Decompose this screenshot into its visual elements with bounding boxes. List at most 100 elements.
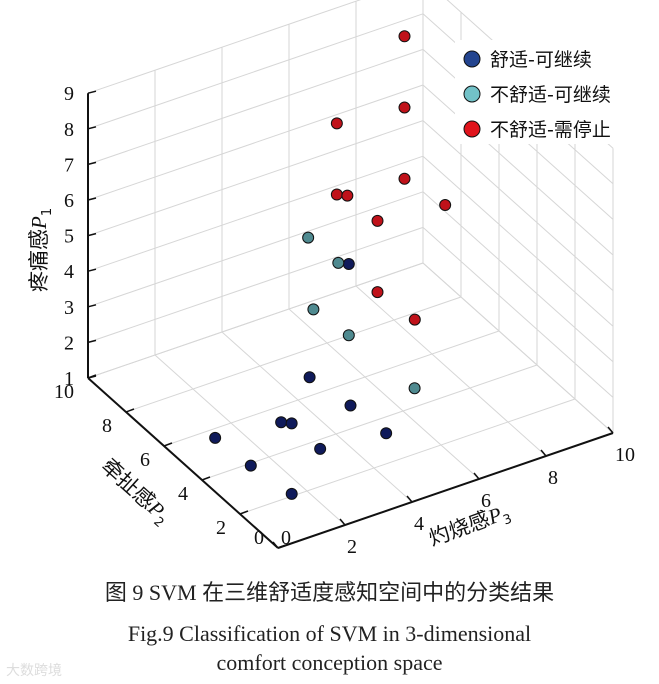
legend-marker — [463, 120, 481, 138]
floor-gridline-p3 — [154, 354, 346, 526]
data-point-series-2 — [302, 231, 315, 244]
p2-tick-label: 2 — [216, 517, 226, 539]
p3-tick-label: 6 — [481, 490, 491, 512]
p1-tick-mark — [87, 268, 97, 272]
data-point-series-2 — [342, 329, 355, 342]
p3-tick-mark — [540, 449, 547, 457]
p1-tick-label: 6 — [64, 190, 74, 212]
floor-gridline-p2 — [163, 330, 500, 447]
p3-tick-label: 10 — [615, 444, 635, 466]
caption-en-line1: Fig.9 Classification of SVM in 3-dimensi… — [127, 621, 532, 646]
tick-labels: 1 2 3 4 5 6 7 8 9 0 2 4 6 8 10 0 2 4 6 8 10 — [54, 83, 635, 558]
wall-gridline-p1 — [87, 120, 424, 237]
p1-tick-mark — [87, 126, 97, 130]
legend-label: 不舒适-可继续 — [490, 84, 611, 106]
p1-tick-label: 7 — [64, 154, 74, 176]
data-point-series-1 — [209, 431, 222, 444]
legend-marker — [463, 50, 481, 68]
caption-en-line2: comfort conception space — [216, 650, 443, 675]
p1-tick-mark — [87, 232, 97, 237]
data-point-series-1 — [303, 371, 316, 384]
p1-tick-mark — [87, 339, 97, 344]
axes — [87, 90, 614, 549]
legend-label: 舒适-可继续 — [490, 49, 592, 71]
wall-gridline-p1 — [87, 48, 424, 165]
wall-gridline-p1 — [87, 191, 424, 308]
data-point-series-1 — [244, 459, 257, 472]
p1-tick-label: 5 — [64, 226, 74, 248]
p3-tick-label: 2 — [347, 536, 357, 558]
data-point-series-3 — [398, 172, 411, 185]
legend-background — [455, 40, 659, 144]
wall-gridline-p1 — [87, 226, 424, 343]
p1-tick-label: 9 — [64, 83, 74, 105]
p1-tick-label: 2 — [64, 332, 74, 354]
floor-gridline-p3 — [221, 331, 413, 503]
p3-tick-mark — [406, 495, 413, 503]
p2-tick-mark — [201, 476, 211, 481]
p1-tick-mark — [87, 90, 97, 94]
wall-gridline-p1 — [422, 227, 614, 398]
p2-tick-label: 10 — [54, 381, 74, 403]
p3-axis-title: 灼烧感P3 — [426, 499, 515, 554]
data-point-series-3 — [371, 286, 384, 299]
wall-gridline-p1 — [87, 155, 424, 272]
data-point-series-1 — [285, 417, 298, 430]
data-point-series-3 — [408, 313, 421, 326]
p1-tick-label: 3 — [64, 297, 74, 319]
axis-titles: 疼痛感P1 牵扯感P2 灼烧感P3 — [27, 208, 515, 554]
data-point-series-1 — [344, 399, 357, 412]
wall-gridline-p1 — [87, 84, 424, 201]
floor-gridline-p2 — [125, 296, 462, 413]
p3-tick-label: 0 — [281, 527, 291, 549]
data-point-series-3 — [398, 30, 411, 43]
wall-gridline-p1 — [422, 120, 614, 291]
p3-axis-line — [277, 432, 614, 549]
wall-gridline-p1 — [422, 155, 614, 327]
wall-gridline-p1 — [422, 84, 614, 256]
p3-tick-mark — [607, 426, 614, 434]
p2-axis-title: 牵扯感P2 — [94, 454, 175, 531]
wall-gridline-p1 — [422, 262, 614, 434]
floor-gridline-p3 — [355, 285, 547, 457]
wall-gridline-p1 — [87, 0, 362, 94]
p3-tick-mark — [473, 472, 480, 480]
floor-gridline-p3 — [288, 308, 480, 480]
scatter-3d-chart: 1 2 3 4 5 6 7 8 9 0 2 4 6 8 10 0 2 4 6 8 10 疼痛感P1 牵扯感P2 灼烧感P… — [27, 0, 659, 558]
data-point-series-3 — [398, 101, 411, 114]
p1-tick-label: 1 — [64, 368, 74, 390]
p1-tick-mark — [87, 161, 97, 166]
data-point-series-1 — [314, 442, 327, 455]
p1-tick-label: 4 — [64, 261, 74, 283]
p2-axis-line — [87, 377, 279, 549]
data-point-series-1 — [275, 416, 288, 429]
legend-label: 不舒适-需停止 — [490, 119, 611, 141]
p3-tick-label: 8 — [548, 467, 558, 489]
data-point-series-2 — [408, 382, 421, 395]
p2-tick-label: 6 — [140, 449, 150, 471]
data-point-series-1 — [342, 258, 355, 270]
watermark-logo: 大数跨境 — [6, 663, 62, 679]
p2-tick-label: 8 — [102, 415, 112, 437]
caption-cn: 图 9 SVM 在三维舒适度感知空间中的分类结果 — [104, 580, 555, 605]
p2-tick-mark — [163, 442, 173, 447]
floor-gridline-p2 — [201, 364, 538, 481]
data-point-series-3 — [341, 189, 354, 202]
p2-tick-mark — [125, 408, 135, 413]
p3-tick-mark — [339, 518, 346, 526]
p1-tick-mark — [87, 197, 97, 201]
data-point-series-2 — [332, 256, 345, 269]
p1-tick-label: 8 — [64, 119, 74, 141]
p3-tick-label: 4 — [414, 513, 424, 535]
p2-tick-label: 0 — [254, 527, 264, 549]
data-point-series-1 — [285, 487, 298, 500]
p1-tick-mark — [87, 304, 97, 308]
data-point-series-3 — [330, 117, 343, 130]
wall-gridline-p1 — [87, 262, 424, 379]
wall-gridline-p1 — [422, 191, 614, 363]
wall-gridline-p1 — [87, 13, 424, 130]
p2-tick-label: 4 — [178, 483, 188, 505]
p2-tick-mark — [277, 544, 287, 549]
data-point-series-3 — [330, 188, 343, 201]
